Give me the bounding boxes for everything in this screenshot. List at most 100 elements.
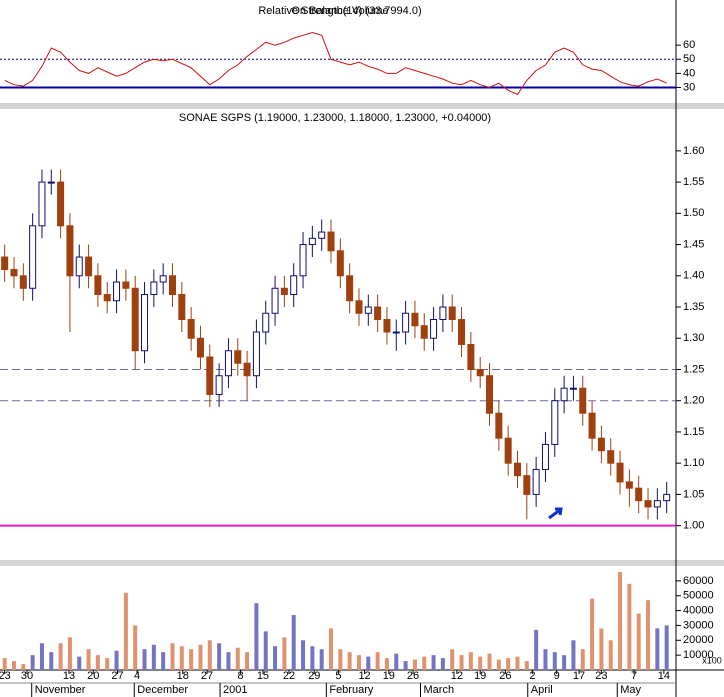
- candle-body: [597, 437, 605, 452]
- candle-body: [374, 306, 382, 321]
- candle-body: [513, 462, 521, 477]
- y-tick-label: 1.60: [683, 145, 704, 157]
- candle-body: [262, 312, 270, 333]
- volume-bar: [515, 656, 520, 670]
- candle-body: [47, 181, 55, 184]
- candle-body: [159, 275, 167, 283]
- y-tick-label: 1.45: [683, 238, 704, 250]
- month-label: March: [424, 684, 455, 696]
- candle-body: [224, 350, 232, 377]
- volume-bar: [384, 658, 389, 670]
- volume-bar: [95, 655, 100, 670]
- x-tick-label: 26: [407, 670, 419, 682]
- y-tick-label: 60: [683, 39, 695, 51]
- volume-bar: [636, 613, 641, 670]
- volume-bar: [646, 600, 651, 670]
- candle-body: [458, 319, 466, 345]
- candle-body: [38, 181, 46, 227]
- candle-body: [392, 331, 400, 334]
- x-tick-label: 12: [358, 670, 370, 682]
- volume-bar: [552, 652, 557, 670]
- volume-bar: [86, 649, 91, 670]
- volume-bar: [664, 625, 669, 670]
- volume-bar: [11, 661, 16, 670]
- y-tick-label: 1.20: [683, 395, 704, 407]
- candle-body: [402, 312, 410, 333]
- volume-bar: [590, 598, 595, 670]
- candle-body: [420, 325, 428, 339]
- volume-bar: [77, 656, 82, 670]
- price-title: SONAE SGPS (1.19000, 1.23000, 1.18000, 1…: [179, 112, 491, 124]
- candle-body: [579, 387, 587, 414]
- x-tick-label: 23: [595, 670, 607, 682]
- y-tick-label: 1.00: [683, 520, 704, 532]
- candle-body: [168, 275, 176, 296]
- candle-body: [644, 500, 652, 508]
- volume-bar: [245, 652, 250, 670]
- volume-bar: [21, 664, 26, 670]
- x-tick-label: 20: [87, 670, 99, 682]
- candle-body: [10, 269, 18, 277]
- volume-bar: [543, 649, 548, 670]
- indicator-subtitle: Relative Strength(14) (33.7994.0): [258, 5, 421, 17]
- month-label: April: [531, 684, 553, 696]
- volume-bar: [161, 652, 166, 670]
- volume-bar: [198, 644, 203, 670]
- candle-body: [290, 275, 298, 296]
- volume-bar: [338, 649, 343, 670]
- volume-bar: [207, 640, 212, 670]
- candle-body: [131, 287, 139, 352]
- candle-body: [653, 500, 661, 508]
- x-tick-label: 26: [499, 670, 511, 682]
- volume-bar: [459, 655, 464, 670]
- candle-body: [150, 281, 158, 296]
- volume-bar: [440, 658, 445, 670]
- volume-bar: [403, 661, 408, 670]
- x-tick-label: 22: [283, 670, 295, 682]
- candle-body: [85, 256, 93, 277]
- y-tick-label: 30000: [683, 619, 714, 631]
- y-tick-label: 30: [683, 81, 695, 93]
- y-tick-label: 1.55: [683, 176, 704, 188]
- candle-body: [588, 412, 596, 439]
- candle-body: [215, 375, 223, 395]
- panel-separator: [0, 560, 724, 566]
- x-tick-label: 8: [238, 670, 244, 682]
- x-tick-label: 23: [0, 670, 11, 682]
- candle-body: [280, 287, 288, 296]
- volume-bar: [347, 652, 352, 670]
- volume-bar: [412, 659, 417, 670]
- candle-body: [178, 294, 186, 321]
- candle-body: [551, 400, 559, 445]
- candle-body: [336, 250, 344, 277]
- candle-body: [19, 275, 27, 289]
- x-tick-label: 5: [335, 670, 341, 682]
- y-tick-label: 1.15: [683, 426, 704, 438]
- volume-bar: [329, 628, 334, 670]
- volume-bar: [58, 643, 63, 670]
- candle-body: [243, 362, 251, 377]
- x-tick-label: 12: [451, 670, 463, 682]
- x-tick-label: 19: [474, 670, 486, 682]
- candle-body: [103, 294, 111, 302]
- y-tick-label: 50000: [683, 590, 714, 602]
- candle-body: [635, 487, 643, 502]
- volume-bar: [375, 652, 380, 670]
- x-tick-label: 27: [201, 670, 213, 682]
- volume-bar: [105, 658, 110, 670]
- volume-bar: [431, 655, 436, 670]
- x-tick-label: 19: [383, 670, 395, 682]
- candle-body: [430, 319, 438, 339]
- x-tick-label: 27: [111, 670, 123, 682]
- signal-arrow: [548, 507, 563, 520]
- candle-body: [196, 337, 204, 358]
- candle-body: [308, 237, 316, 246]
- volume-bar: [487, 653, 492, 670]
- candle-body: [75, 256, 83, 277]
- candle-body: [66, 225, 74, 277]
- candle-body: [467, 343, 475, 370]
- volume-bar: [301, 640, 306, 670]
- candle-body: [318, 231, 326, 239]
